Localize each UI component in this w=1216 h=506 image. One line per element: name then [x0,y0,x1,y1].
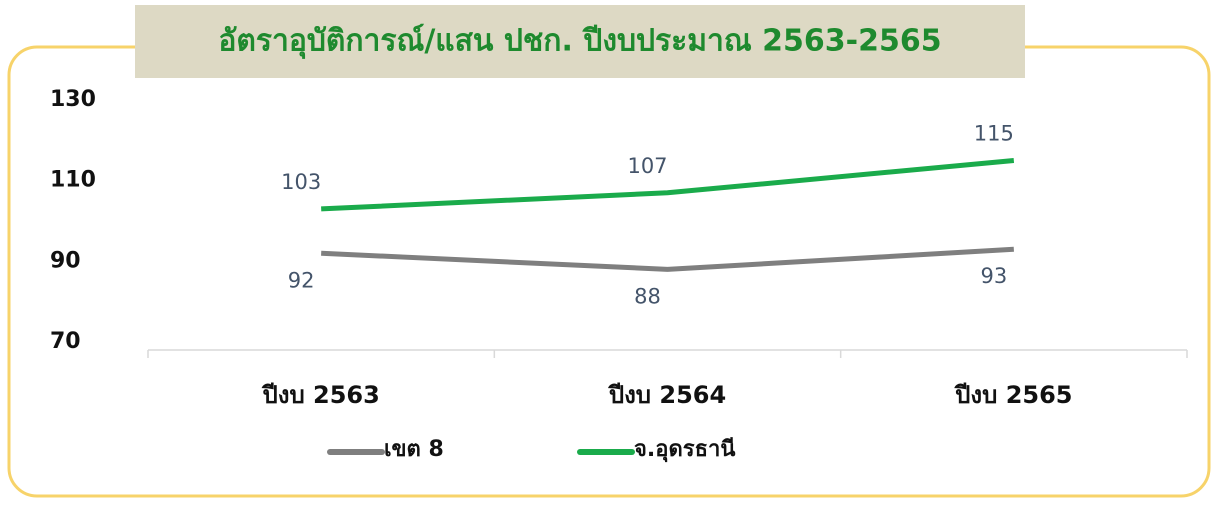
series-line [321,158,1015,212]
x-tick-label: ปีงบ 2564 [608,381,726,409]
data-label: 103 [281,170,321,194]
data-label: 107 [627,154,667,178]
y-tick-label: 70 [50,329,81,354]
chart-frame [7,45,1211,498]
y-tick-label: 110 [50,168,96,193]
title-box [135,5,1025,78]
series-line [321,246,1014,272]
legend-label: จ.อุดรธานี [634,437,735,463]
y-tick-label: 90 [50,248,81,273]
data-label: 88 [634,284,661,308]
legend-label: เขต 8 [384,437,444,462]
x-tick-label: ปีงบ 2565 [954,381,1072,409]
data-label: 93 [980,264,1007,288]
data-label: 92 [288,268,315,292]
x-tick-label: ปีงบ 2563 [261,381,379,409]
chart-title: อัตราอุบัติการณ์/แสน ปชก. ปีงบประมาณ 256… [218,24,941,60]
data-label: 115 [974,122,1014,146]
y-tick-label: 130 [50,87,96,112]
